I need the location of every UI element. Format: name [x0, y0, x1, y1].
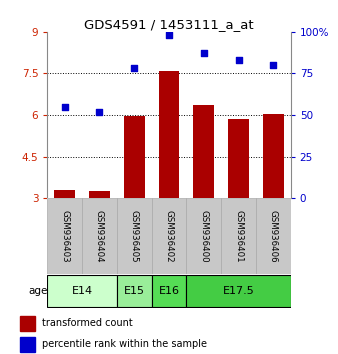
Point [97, 109, 102, 115]
Text: percentile rank within the sample: percentile rank within the sample [42, 339, 207, 349]
Bar [256, 198, 291, 274]
Bar [228, 119, 249, 198]
Text: GSM936403: GSM936403 [60, 210, 69, 263]
Text: E16: E16 [159, 286, 179, 296]
Point [271, 62, 276, 68]
Bar [47, 275, 117, 307]
Bar [20, 316, 35, 331]
Text: GSM936405: GSM936405 [130, 210, 139, 263]
Point [131, 65, 137, 71]
Text: GSM936400: GSM936400 [199, 210, 208, 263]
Point [62, 104, 67, 110]
Bar [152, 198, 186, 274]
Text: age: age [28, 286, 47, 296]
Bar [117, 275, 152, 307]
Text: GSM936401: GSM936401 [234, 210, 243, 263]
Bar [159, 71, 179, 198]
Title: GDS4591 / 1453111_a_at: GDS4591 / 1453111_a_at [84, 18, 254, 31]
Bar [20, 337, 35, 352]
Bar [186, 275, 291, 307]
Text: E17.5: E17.5 [223, 286, 255, 296]
Point [201, 51, 207, 56]
Bar [263, 114, 284, 198]
Text: GSM936406: GSM936406 [269, 210, 278, 263]
Point [166, 32, 172, 38]
Bar [54, 190, 75, 198]
Bar [82, 198, 117, 274]
Text: E14: E14 [72, 286, 93, 296]
Bar [221, 198, 256, 274]
Bar [47, 198, 82, 274]
Text: GSM936402: GSM936402 [165, 210, 173, 263]
Bar [117, 198, 152, 274]
Text: E15: E15 [124, 286, 145, 296]
Bar [193, 105, 214, 198]
Text: GSM936404: GSM936404 [95, 210, 104, 263]
Point [236, 57, 241, 63]
Bar [124, 116, 145, 198]
Bar [89, 191, 110, 198]
Text: transformed count: transformed count [42, 318, 132, 328]
Bar [186, 198, 221, 274]
Bar [152, 275, 186, 307]
